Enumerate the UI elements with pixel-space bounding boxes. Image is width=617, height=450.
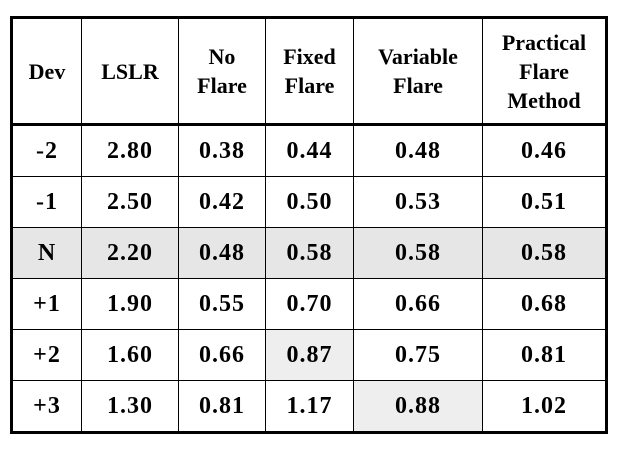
cell-fixed-flare: 0.58 — [265, 227, 354, 279]
cell-practical-flare-method: 1.02 — [482, 380, 607, 433]
table-row: +1 1.90 0.55 0.70 0.66 0.68 — [11, 278, 607, 330]
header-dev: Dev — [11, 17, 82, 126]
cell-variable-flare: 0.88 — [353, 380, 483, 433]
cell-dev: -1 — [11, 176, 82, 228]
cell-lslr: 2.50 — [81, 176, 179, 228]
header-variable-flare: Variable Flare — [353, 17, 483, 126]
cell-practical-flare-method: 0.58 — [482, 227, 607, 279]
cell-no-flare: 0.81 — [178, 380, 266, 433]
table-row: -2 2.80 0.38 0.44 0.48 0.46 — [11, 124, 607, 177]
header-row: Dev LSLR No Flare Fixed Flare Variable F… — [11, 17, 607, 126]
cell-dev: +2 — [11, 329, 82, 381]
header-fixed-flare-line-2: Flare — [284, 73, 335, 98]
cell-practical-flare-method: 0.46 — [482, 124, 607, 177]
cell-variable-flare: 0.53 — [353, 176, 483, 228]
header-fixed-flare: Fixed Flare — [265, 17, 354, 126]
header-practical-line-2: Flare — [519, 58, 569, 84]
cell-dev: -2 — [11, 124, 82, 177]
cell-fixed-flare: 0.70 — [265, 278, 354, 330]
header-no-flare: No Flare — [178, 17, 266, 126]
header-dev-line-1: Dev — [28, 58, 66, 84]
cell-variable-flare: 0.66 — [353, 278, 483, 330]
cell-fixed-flare: 1.17 — [265, 380, 354, 433]
cell-lslr: 2.80 — [81, 124, 179, 177]
header-lslr-line-1: LSLR — [101, 58, 159, 84]
cell-practical-flare-method: 0.68 — [482, 278, 607, 330]
table-row: +3 1.30 0.81 1.17 0.88 1.02 — [11, 380, 607, 433]
cell-practical-flare-method: 0.51 — [482, 176, 607, 228]
table-row: N 2.20 0.48 0.58 0.58 0.58 — [11, 227, 607, 279]
cell-practical-flare-method: 0.81 — [482, 329, 607, 381]
header-practical-line-3: Method — [507, 87, 581, 113]
table-row: +2 1.60 0.66 0.87 0.75 0.81 — [11, 329, 607, 381]
header-practical-flare-method: Practical Flare Method — [482, 17, 607, 126]
cell-lslr: 2.20 — [81, 227, 179, 279]
cell-no-flare: 0.55 — [178, 278, 266, 330]
cell-variable-flare: 0.58 — [353, 227, 483, 279]
header-no-flare-line-1: No — [208, 44, 236, 69]
cell-no-flare: 0.48 — [178, 227, 266, 279]
cell-fixed-flare: 0.44 — [265, 124, 354, 177]
table-body: -2 2.80 0.38 0.44 0.48 0.46 -1 2.50 0.42 0.50 0.53… — [11, 124, 607, 433]
cell-dev: +3 — [11, 380, 82, 433]
cell-lslr: 1.60 — [81, 329, 179, 381]
cell-no-flare: 0.38 — [178, 124, 266, 177]
header-lslr: LSLR — [81, 17, 179, 126]
flare-comparison-table: Dev LSLR No Flare Fixed Flare Variable F… — [10, 16, 608, 434]
cell-no-flare: 0.42 — [178, 176, 266, 228]
cell-no-flare: 0.66 — [178, 329, 266, 381]
header-fixed-flare-line-1: Fixed — [283, 44, 336, 69]
cell-variable-flare: 0.48 — [353, 124, 483, 177]
cell-dev: +1 — [11, 278, 82, 330]
cell-variable-flare: 0.75 — [353, 329, 483, 381]
header-practical-line-1: Practical — [501, 29, 587, 55]
cell-dev: N — [11, 227, 82, 279]
cell-fixed-flare: 0.87 — [265, 329, 354, 381]
cell-lslr: 1.30 — [81, 380, 179, 433]
header-no-flare-line-2: Flare — [197, 73, 247, 98]
cell-fixed-flare: 0.50 — [265, 176, 354, 228]
cell-lslr: 1.90 — [81, 278, 179, 330]
table-row: -1 2.50 0.42 0.50 0.53 0.51 — [11, 176, 607, 228]
header-variable-flare-line-2: Flare — [393, 73, 443, 98]
header-variable-flare-line-1: Variable — [378, 44, 458, 69]
